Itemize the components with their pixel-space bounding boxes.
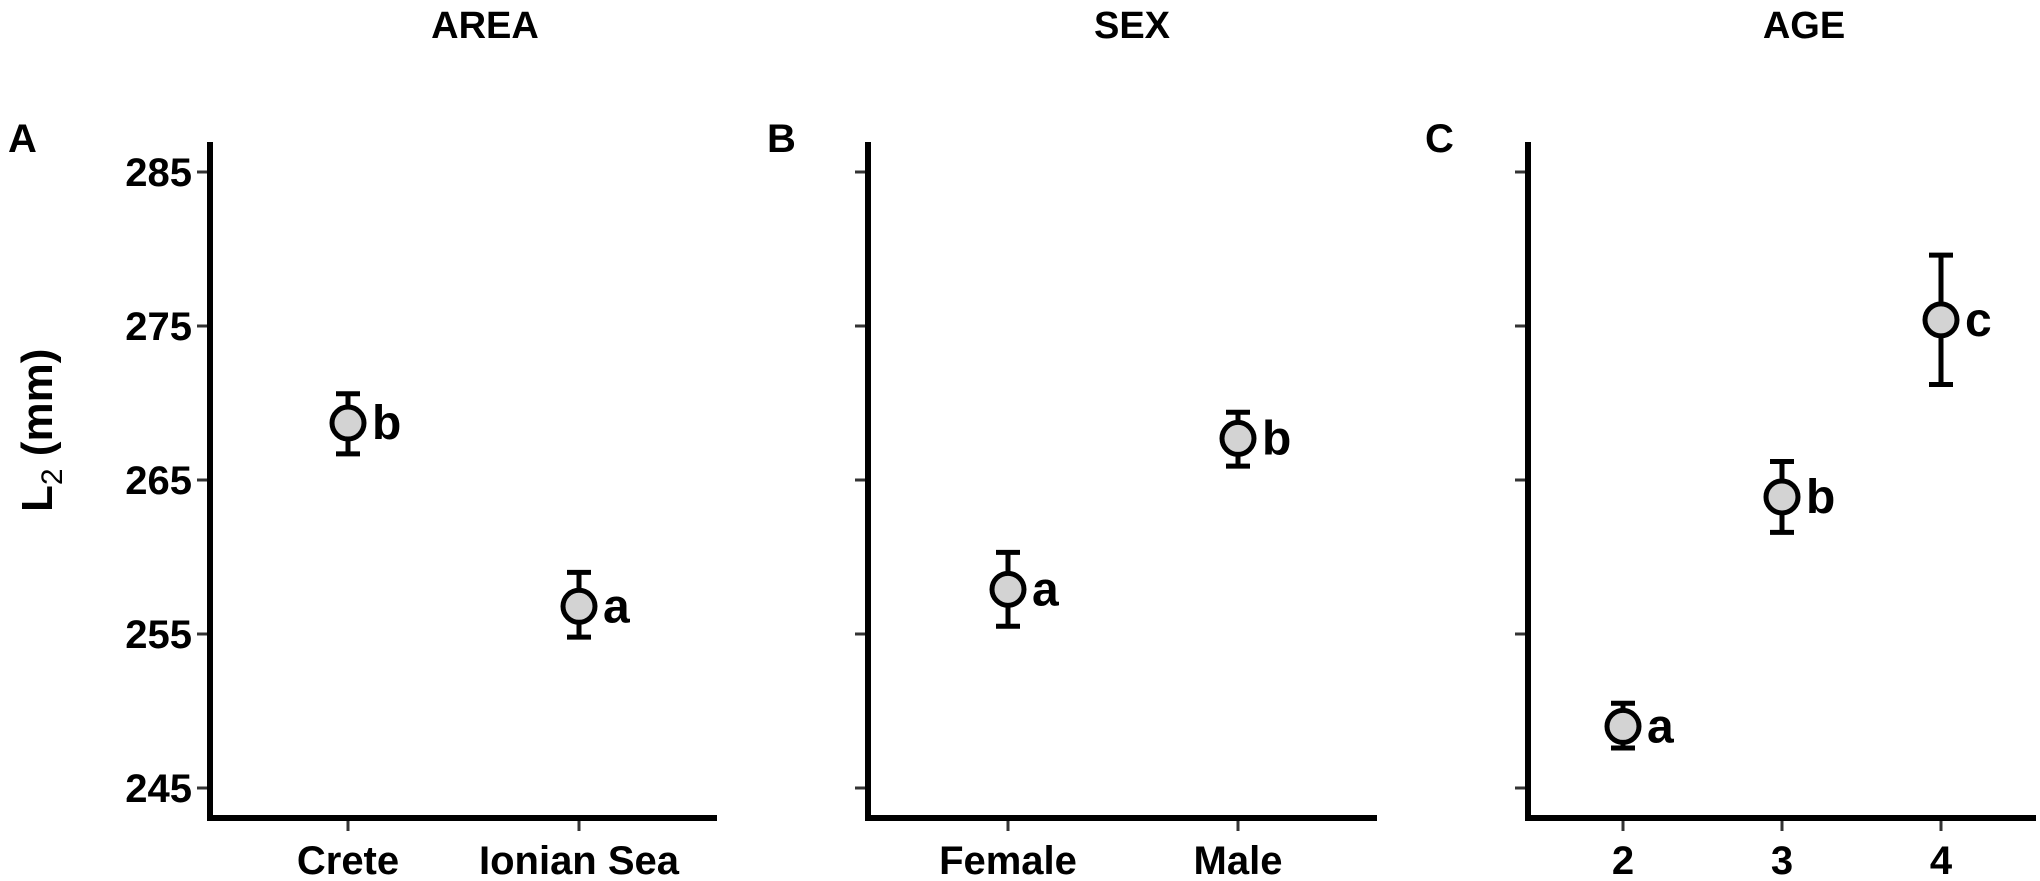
mean-marker [989,570,1027,608]
panel-title: AGE [1763,5,1845,47]
panel-b: SEX B Female a Male b [767,5,1377,881]
data-point: b [1763,459,1835,535]
x-tick-label: 4 [1930,839,1953,881]
panel-a: AREA A 245 255 265 275 285 Crete b Ionian Sea a [8,5,717,881]
data-point: b [329,391,401,457]
x-tick-label: Crete [297,839,399,881]
y-tick-label: 245 [125,767,192,811]
mean-marker [560,587,598,625]
y-tick-label: 255 [125,613,192,657]
x-tick-label: Ionian Sea [479,839,680,881]
data-point: b [1219,409,1291,469]
data-point: a [560,569,630,640]
y-tick-label: 265 [125,459,192,503]
panel-letter: B [767,117,796,161]
y-tick-label: 275 [125,305,192,349]
panel-letter: C [1425,117,1454,161]
x-tick-label: Male [1194,839,1283,881]
mean-marker [1922,301,1960,339]
mean-marker [329,404,367,442]
x-tick-label: Female [939,839,1077,881]
panel-title: AREA [431,5,539,47]
y-axis-label: L2 (mm) [13,349,69,512]
significance-letter: b [1262,412,1291,465]
panel-letter: A [8,117,37,161]
x-tick-label: 3 [1771,839,1793,881]
significance-letter: c [1965,294,1992,347]
mean-marker [1763,478,1801,516]
data-point: c [1922,252,1992,388]
mean-marker [1219,419,1257,457]
panel-title: SEX [1094,5,1171,47]
y-tick-label: 285 [125,151,192,195]
significance-letter: b [372,397,401,450]
significance-letter: a [1647,700,1674,753]
panel-c: AGE C 2 a 3 b 4 c [1425,5,2036,881]
x-tick-label: 2 [1612,839,1634,881]
significance-letter: b [1806,471,1835,524]
significance-letter: a [603,580,630,633]
data-point: a [1604,700,1674,753]
data-point: a [989,549,1059,629]
significance-letter: a [1032,563,1059,616]
mean-marker [1604,707,1642,745]
